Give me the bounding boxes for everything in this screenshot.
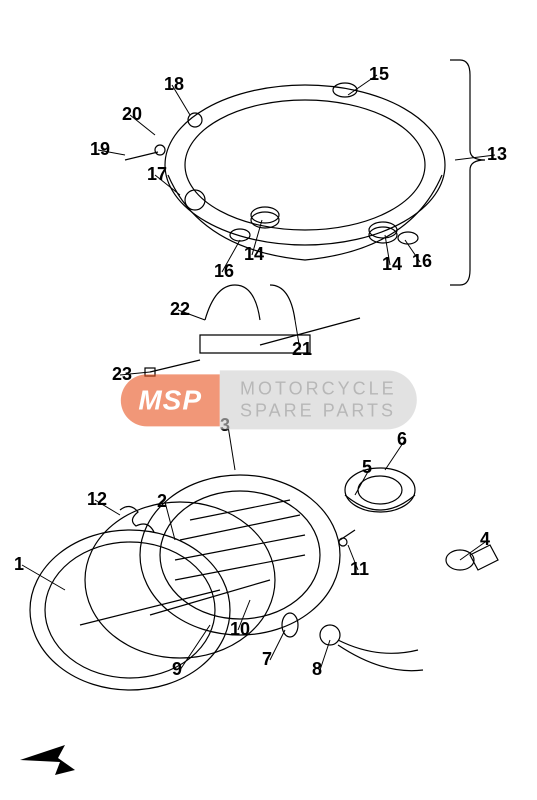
watermark-badge: MSP: [120, 374, 220, 426]
callout-6: 6: [397, 430, 407, 448]
callout-5: 5: [362, 458, 372, 476]
callout-18: 18: [164, 75, 184, 93]
callout-15: 15: [369, 65, 389, 83]
callout-21: 21: [292, 340, 312, 358]
callout-16a: 16: [214, 262, 234, 280]
callout-16b: 16: [412, 252, 432, 270]
callout-20: 20: [122, 105, 142, 123]
callout-11: 11: [350, 560, 369, 578]
callout-19: 19: [90, 140, 110, 158]
callout-17: 17: [147, 165, 167, 183]
callout-12: 12: [87, 490, 107, 508]
callout-22: 22: [170, 300, 190, 318]
callout-1: 1: [14, 555, 24, 573]
callout-9: 9: [172, 660, 182, 678]
watermark: MSP MOTORCYCLE SPARE PARTS: [120, 370, 416, 429]
callout-4: 4: [480, 530, 490, 548]
callout-14a: 14: [244, 245, 264, 263]
watermark-text: MOTORCYCLE SPARE PARTS: [220, 370, 417, 429]
callout-13: 13: [487, 145, 507, 163]
parts-diagram: 1234567891011121314141516161718192021222…: [0, 0, 537, 800]
callout-10: 10: [230, 620, 250, 638]
callout-14b: 14: [382, 255, 402, 273]
callout-8: 8: [312, 660, 322, 678]
callout-2: 2: [157, 492, 167, 510]
callout-7: 7: [262, 650, 272, 668]
